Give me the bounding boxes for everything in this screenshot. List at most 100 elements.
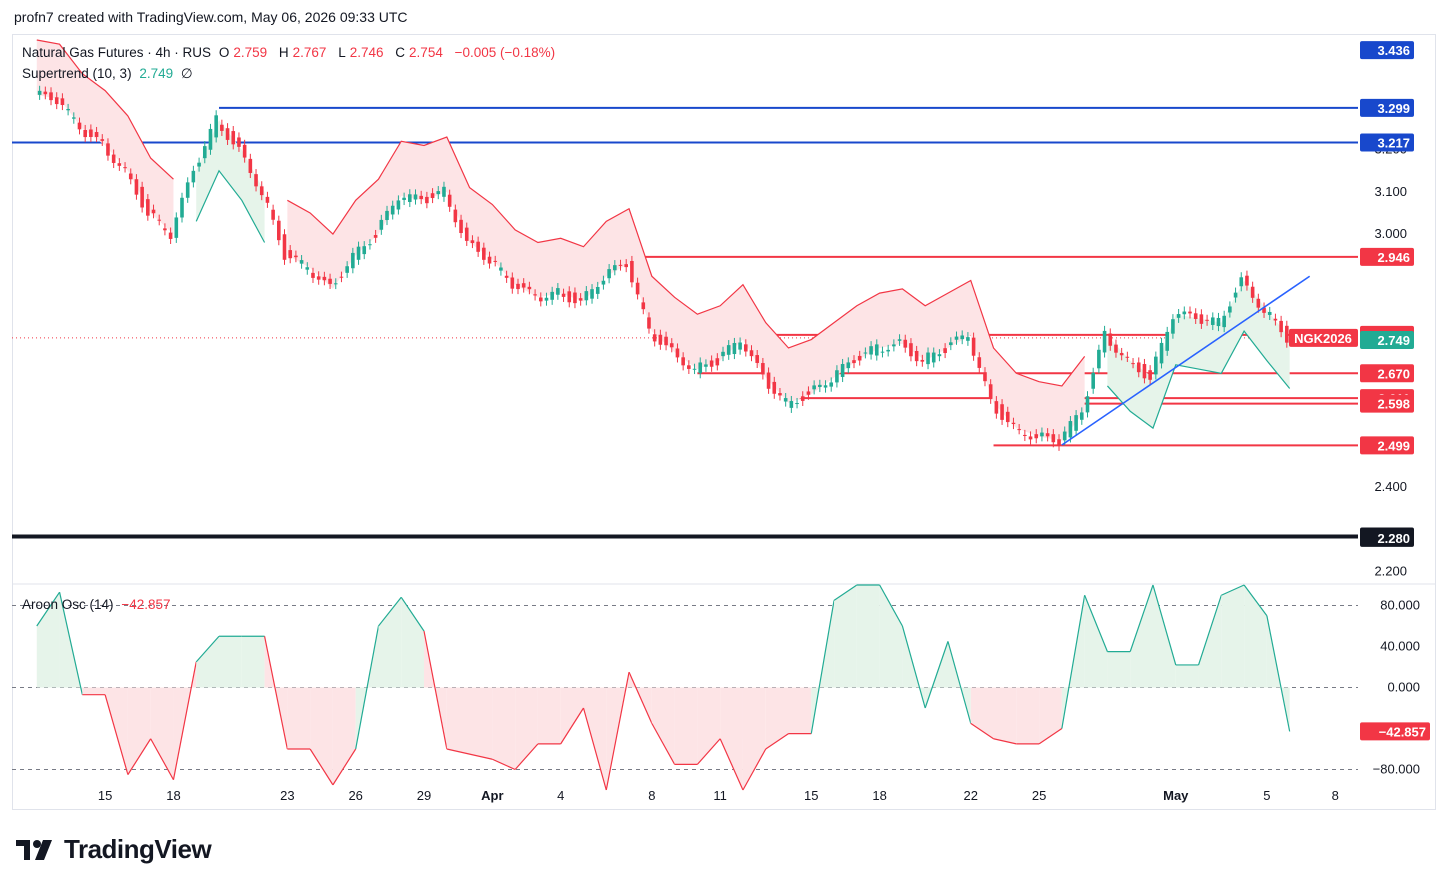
- candle-body[interactable]: [487, 256, 492, 264]
- candle-body[interactable]: [231, 131, 236, 145]
- candle-body[interactable]: [197, 162, 201, 167]
- candle-body[interactable]: [544, 297, 549, 301]
- candle-body[interactable]: [1142, 364, 1147, 379]
- candle-body[interactable]: [954, 336, 959, 340]
- candle-body[interactable]: [1279, 320, 1283, 333]
- candle-body[interactable]: [1119, 353, 1124, 356]
- candle-body[interactable]: [1097, 349, 1101, 369]
- candle-body[interactable]: [880, 351, 885, 353]
- candle-body[interactable]: [214, 115, 218, 138]
- candle-body[interactable]: [977, 357, 982, 368]
- candle-body[interactable]: [476, 241, 480, 252]
- candle-body[interactable]: [1131, 363, 1135, 365]
- candle-body[interactable]: [123, 167, 127, 169]
- candle-body[interactable]: [1136, 362, 1141, 373]
- candle-body[interactable]: [886, 349, 890, 352]
- candle-body[interactable]: [983, 372, 987, 382]
- candle-body[interactable]: [561, 293, 566, 297]
- candle-body[interactable]: [1011, 422, 1016, 425]
- candle-body[interactable]: [322, 276, 327, 281]
- candle-body[interactable]: [140, 186, 144, 208]
- candle-body[interactable]: [60, 98, 65, 106]
- candle-body[interactable]: [248, 158, 253, 173]
- candle-body[interactable]: [1125, 356, 1130, 358]
- candle-body[interactable]: [761, 363, 765, 375]
- candle-body[interactable]: [937, 354, 942, 357]
- candle-body[interactable]: [806, 391, 811, 395]
- candle-body[interactable]: [647, 317, 651, 329]
- candle-body[interactable]: [202, 146, 207, 159]
- candle-body[interactable]: [396, 200, 401, 210]
- candle-body[interactable]: [311, 272, 315, 278]
- candle-body[interactable]: [1233, 292, 1238, 298]
- candle-body[interactable]: [516, 283, 520, 290]
- candle-body[interactable]: [111, 154, 116, 163]
- candle-body[interactable]: [54, 97, 59, 105]
- candle-body[interactable]: [83, 130, 87, 138]
- candle-body[interactable]: [1148, 370, 1152, 380]
- candle-body[interactable]: [419, 195, 423, 200]
- candle-body[interactable]: [909, 343, 913, 357]
- candle-body[interactable]: [1176, 314, 1181, 318]
- candle-body[interactable]: [823, 385, 828, 388]
- candle-body[interactable]: [106, 143, 110, 156]
- candle-body[interactable]: [567, 291, 572, 303]
- candle-body[interactable]: [185, 182, 190, 198]
- candle-body[interactable]: [709, 360, 714, 367]
- candle-body[interactable]: [732, 342, 737, 355]
- candle-body[interactable]: [607, 269, 611, 279]
- candle-body[interactable]: [874, 344, 879, 356]
- candle-body[interactable]: [1222, 315, 1226, 328]
- candle-body[interactable]: [425, 196, 429, 204]
- candle-body[interactable]: [533, 294, 537, 296]
- candle-body[interactable]: [556, 288, 560, 295]
- candle-body[interactable]: [926, 352, 930, 365]
- candle-body[interactable]: [1062, 431, 1067, 441]
- candle-body[interactable]: [550, 291, 554, 300]
- candle-body[interactable]: [1285, 325, 1289, 343]
- candle-body[interactable]: [265, 196, 270, 203]
- candle-body[interactable]: [146, 199, 150, 216]
- candle-body[interactable]: [89, 129, 93, 138]
- candle-body[interactable]: [1250, 286, 1255, 298]
- candle-body[interactable]: [914, 350, 919, 362]
- candle-body[interactable]: [766, 372, 771, 389]
- candle-body[interactable]: [852, 360, 856, 364]
- candle-body[interactable]: [470, 240, 475, 244]
- candle-body[interactable]: [242, 144, 247, 158]
- candle-body[interactable]: [897, 339, 902, 341]
- candle-body[interactable]: [692, 368, 697, 370]
- candle-body[interactable]: [1216, 317, 1221, 327]
- candle-body[interactable]: [168, 232, 173, 239]
- candle-body[interactable]: [624, 264, 629, 268]
- candle-body[interactable]: [1182, 311, 1187, 315]
- candle-body[interactable]: [1085, 396, 1090, 413]
- candle-body[interactable]: [333, 283, 338, 285]
- candle-body[interactable]: [1057, 439, 1061, 446]
- candle-body[interactable]: [892, 344, 896, 347]
- candle-body[interactable]: [687, 365, 691, 369]
- candle-body[interactable]: [453, 209, 458, 223]
- candle-body[interactable]: [43, 91, 48, 95]
- candle-body[interactable]: [447, 194, 452, 207]
- candle-body[interactable]: [100, 139, 105, 141]
- tradingview-logo[interactable]: TradingView: [16, 834, 212, 865]
- candle-body[interactable]: [903, 339, 908, 348]
- candle-body[interactable]: [163, 228, 167, 231]
- candle-body[interactable]: [294, 255, 298, 258]
- candle-body[interactable]: [664, 336, 668, 346]
- candle-body[interactable]: [1114, 344, 1118, 353]
- candle-body[interactable]: [652, 334, 657, 342]
- candle-body[interactable]: [117, 163, 122, 166]
- candle-body[interactable]: [1205, 319, 1209, 321]
- candle-body[interactable]: [1028, 436, 1033, 440]
- candle-body[interactable]: [618, 264, 623, 266]
- candle-body[interactable]: [1193, 313, 1198, 319]
- symbol-label[interactable]: Natural Gas Futures · 4h · RUS: [22, 45, 212, 60]
- candle-body[interactable]: [846, 362, 851, 369]
- candle-body[interactable]: [134, 179, 139, 195]
- candle-body[interactable]: [920, 359, 925, 362]
- candle-body[interactable]: [863, 352, 868, 354]
- candle-body[interactable]: [1210, 317, 1215, 325]
